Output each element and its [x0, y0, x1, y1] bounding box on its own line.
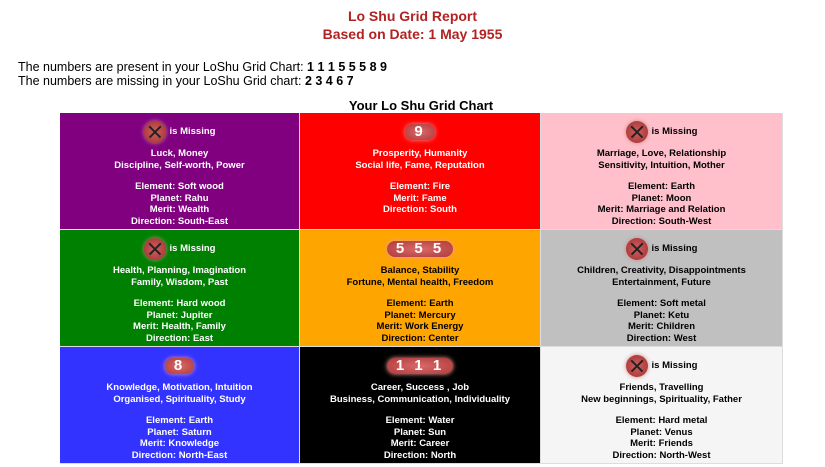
- cell-merit: Merit: Career: [390, 438, 450, 449]
- number-badge: 1 1 1: [386, 358, 454, 374]
- cell-l2: New beginnings, Spirituality, Father: [581, 393, 742, 405]
- present-numbers: The numbers are present in your LoShu Gr…: [18, 60, 387, 74]
- grid-cell: 8 Knowledge, Motivation, Intuition Organis…: [60, 347, 300, 464]
- cell-l1: Knowledge, Motivation, Intuition: [106, 382, 253, 393]
- grid-cell: 9 Prosperity, Humanity Social life, Fame, …: [300, 113, 541, 230]
- grid-cell: is Missing Friends, Travelling New beginni…: [541, 347, 783, 464]
- grid-cell: is Missing Marriage, Love, Relationship Se…: [541, 113, 783, 230]
- cell-merit: Merit: Friends: [630, 438, 693, 449]
- cell-element: Element: Earth: [627, 181, 696, 192]
- cell-element: Element: Earth: [145, 415, 214, 426]
- cell-header: 9: [300, 119, 540, 145]
- loshu-grid: is Missing Luck, Money Discipline, Self-wo…: [60, 113, 783, 464]
- cell-direction: Direction: South: [383, 204, 457, 215]
- cell-element: Element: Hard metal: [615, 415, 708, 426]
- number-badge: 5 5 5: [386, 241, 454, 257]
- cell-planet: Planet: Rahu: [150, 192, 209, 204]
- cell-direction: Direction: South-East: [130, 215, 229, 227]
- cell-element: Element: Soft wood: [135, 181, 224, 192]
- cell-direction: Direction: North-West: [612, 449, 711, 461]
- cell-l1: Balance, Stability: [380, 265, 460, 276]
- cell-planet: Planet: Saturn: [147, 426, 212, 438]
- missing-x-icon: [143, 121, 166, 143]
- cell-l2: Sensitivity, Intuition, Mother: [598, 159, 725, 171]
- cell-header: 8: [60, 353, 299, 379]
- cell-direction: Direction: North-East: [131, 449, 228, 461]
- missing-numbers: The numbers are missing in your LoShu Gr…: [18, 74, 354, 88]
- cell-merit: Merit: Fame: [393, 192, 447, 204]
- cell-element: Element: Water: [385, 415, 455, 426]
- missing-label: The numbers are missing in your LoShu Gr…: [18, 74, 302, 88]
- cell-l2: Social life, Fame, Reputation: [355, 159, 485, 171]
- missing-x-icon: [143, 238, 166, 260]
- cell-l2: Fortune, Mental health, Freedom: [346, 276, 494, 288]
- cell-planet: Planet: Moon: [631, 192, 692, 204]
- cell-header: is Missing: [541, 236, 782, 262]
- cell-merit: Merit: Marriage and Relation: [597, 204, 726, 215]
- cell-direction: Direction: Center: [381, 332, 459, 344]
- cell-header: is Missing: [541, 353, 782, 379]
- present-label: The numbers are present in your LoShu Gr…: [18, 60, 304, 74]
- cell-planet: Planet: Mercury: [384, 309, 456, 321]
- cell-l1: Friends, Travelling: [619, 382, 704, 393]
- cell-planet: Planet: Sun: [393, 426, 447, 438]
- cell-header: is Missing: [60, 236, 299, 262]
- missing-x-icon: [625, 355, 648, 377]
- missing-label: is Missing: [651, 360, 698, 372]
- missing-x-icon: [625, 121, 648, 143]
- cell-merit: Merit: Work Energy: [376, 321, 464, 332]
- cell-merit: Merit: Knowledge: [139, 438, 220, 449]
- grid-cell: 5 5 5 Balance, Stability Fortune, Mental h…: [300, 230, 541, 347]
- cell-header: is Missing: [60, 119, 299, 145]
- cell-l2: Organised, Spirituality, Study: [113, 393, 246, 405]
- cell-merit: Merit: Children: [627, 321, 696, 332]
- missing-label: is Missing: [651, 126, 698, 138]
- cell-merit: Merit: Health, Family: [133, 321, 226, 332]
- cell-header: is Missing: [541, 119, 782, 145]
- cell-l1: Children, Creativity, Disappointments: [577, 265, 746, 276]
- cell-planet: Planet: Jupiter: [146, 309, 213, 321]
- present-value: 1 1 1 5 5 5 8 9: [307, 60, 387, 74]
- cell-header: 1 1 1: [300, 353, 540, 379]
- cell-l2: Discipline, Self-worth, Power: [114, 159, 245, 171]
- chart-title: Your Lo Shu Grid Chart: [348, 98, 494, 113]
- cell-planet: Planet: Ketu: [633, 309, 690, 321]
- cell-element: Element: Earth: [386, 298, 454, 309]
- missing-x-icon: [625, 238, 648, 260]
- missing-label: is Missing: [169, 126, 216, 138]
- grid-cell: is Missing Luck, Money Discipline, Self-wo…: [60, 113, 300, 230]
- cell-merit: Merit: Wealth: [149, 204, 210, 215]
- cell-l1: Luck, Money: [150, 148, 209, 159]
- number-badge: 8: [164, 358, 195, 374]
- cell-direction: Direction: West: [626, 332, 697, 344]
- cell-l1: Marriage, Love, Relationship: [596, 148, 727, 159]
- cell-element: Element: Fire: [389, 181, 451, 192]
- cell-l1: Prosperity, Humanity: [372, 148, 468, 159]
- number-badge: 9: [405, 124, 435, 140]
- report-title: Lo Shu Grid Report: [347, 8, 478, 24]
- report-date: Based on Date: 1 May 1955: [322, 26, 503, 42]
- cell-l2: Family, Wisdom, Past: [131, 276, 228, 288]
- cell-element: Element: Soft metal: [617, 298, 706, 309]
- grid-cell: is Missing Children, Creativity, Disappoi…: [541, 230, 783, 347]
- missing-label: is Missing: [651, 243, 698, 255]
- cell-planet: Planet: Venus: [630, 426, 693, 438]
- missing-value: 2 3 4 6 7: [304, 74, 354, 88]
- cell-l1: Health, Planning, Imagination: [112, 265, 246, 276]
- cell-direction: Direction: East: [145, 332, 214, 344]
- grid-cell: 1 1 1 Career, Success , Job Business, Comm…: [300, 347, 541, 464]
- missing-label: is Missing: [169, 243, 216, 255]
- grid-cell: is Missing Health, Planning, Imagination F…: [60, 230, 300, 347]
- cell-l2: Entertainment, Future: [612, 276, 711, 288]
- cell-direction: Direction: South-West: [611, 215, 712, 227]
- cell-l2: Business, Communication, Individuality: [330, 393, 510, 405]
- cell-header: 5 5 5: [300, 236, 540, 262]
- cell-l1: Career, Success , Job: [370, 382, 470, 393]
- cell-direction: Direction: North: [383, 449, 457, 461]
- cell-element: Element: Hard wood: [133, 298, 226, 309]
